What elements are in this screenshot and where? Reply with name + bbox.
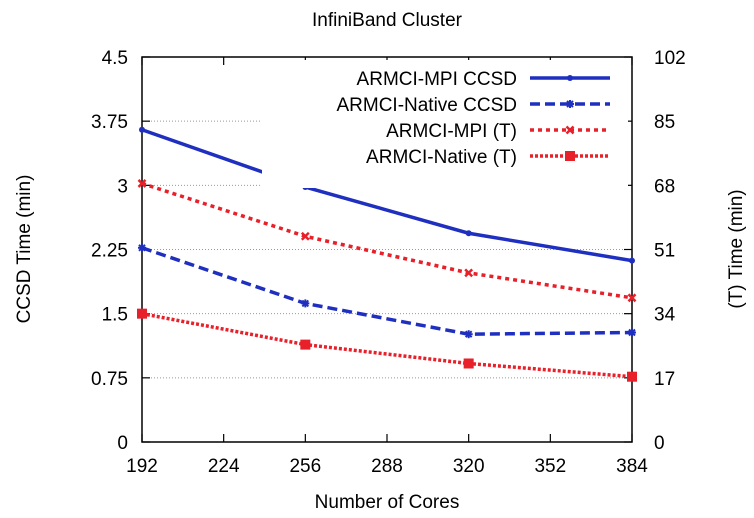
data-point [139,126,145,133]
data-point [137,179,147,188]
data-point [465,230,472,237]
y-tick-label: 4.5 [102,48,128,69]
y2-tick-label: 85 [654,112,675,133]
legend: ARMCI-MPI CCSD ARMCI-Native CCSD ARMCI-MPI… [262,60,628,188]
series-line [141,181,633,300]
series-line [141,311,633,379]
y2-tick-label: 68 [654,176,675,197]
y2-axis-label: (T) Time (min) [726,189,747,308]
legend-label: ARMCI-Native (T) [366,147,517,168]
series-line [141,246,633,336]
y-axis-label: CCSD Time (min) [14,175,35,324]
chart-title: InfiniBand Cluster [312,10,463,31]
data-point [464,330,473,339]
marker-stroke [566,100,574,108]
y-axis-right: 0 17 34 51 68 85 102 [624,48,686,454]
data-point [627,293,637,303]
data-point [137,308,147,319]
data-point [629,257,635,264]
legend-label: ARMCI-Native CCSD [336,95,517,116]
x-tick-label: 224 [208,456,240,477]
x-tick-label: 320 [453,456,485,477]
x-tick-label: 384 [616,456,648,477]
legend-label: ARMCI-MPI CCSD [357,69,517,90]
legend-swatch-marker [566,100,574,108]
y-tick-label: 0 [117,433,128,454]
data-point [138,243,146,252]
y2-tick-label: 17 [654,369,675,390]
marker-stroke [464,330,473,338]
legend-swatch-marker [565,125,575,135]
data-point [300,339,311,350]
series-group [137,126,637,382]
data-point [628,328,636,337]
x-axis: 192 224 256 288 320 352 384 [126,57,648,477]
marker-stroke [138,244,146,252]
x-tick-label: 192 [126,456,158,477]
data-point [464,268,474,278]
y2-tick-label: 51 [654,241,675,262]
y-tick-label: 3 [117,176,128,197]
x-axis-label: Number of Cores [315,492,460,513]
series-2 [137,179,637,303]
series-1 [138,243,636,339]
series-line [141,128,633,263]
y-tick-label: 1.5 [102,305,128,326]
legend-label: ARMCI-MPI (T) [386,121,517,142]
y-tick-label: 0.75 [91,369,128,390]
y2-tick-label: 102 [654,48,686,69]
data-point [301,299,310,308]
series-3 [137,308,637,382]
marker-stroke [301,299,310,308]
legend-swatch-marker [565,151,575,161]
legend-swatch-marker [567,75,573,81]
x-tick-label: 352 [534,456,566,477]
y2-tick-label: 34 [654,305,676,326]
data-point [463,358,474,369]
marker-stroke [464,268,474,278]
legend-background [262,60,628,188]
y2-tick-label: 0 [654,433,665,454]
data-point [300,231,310,241]
y-axis-left: 0 0.75 1.5 2.25 3 3.75 4.5 [91,48,150,454]
marker-stroke [137,179,147,188]
marker-stroke [628,328,636,337]
x-tick-label: 288 [371,456,403,477]
data-point [627,371,637,382]
y-tick-label: 2.25 [91,241,128,262]
marker-stroke [300,231,310,241]
x-tick-label: 256 [289,456,321,477]
marker-stroke [565,125,575,135]
marker-stroke [627,293,637,303]
y-tick-label: 3.75 [91,112,128,133]
